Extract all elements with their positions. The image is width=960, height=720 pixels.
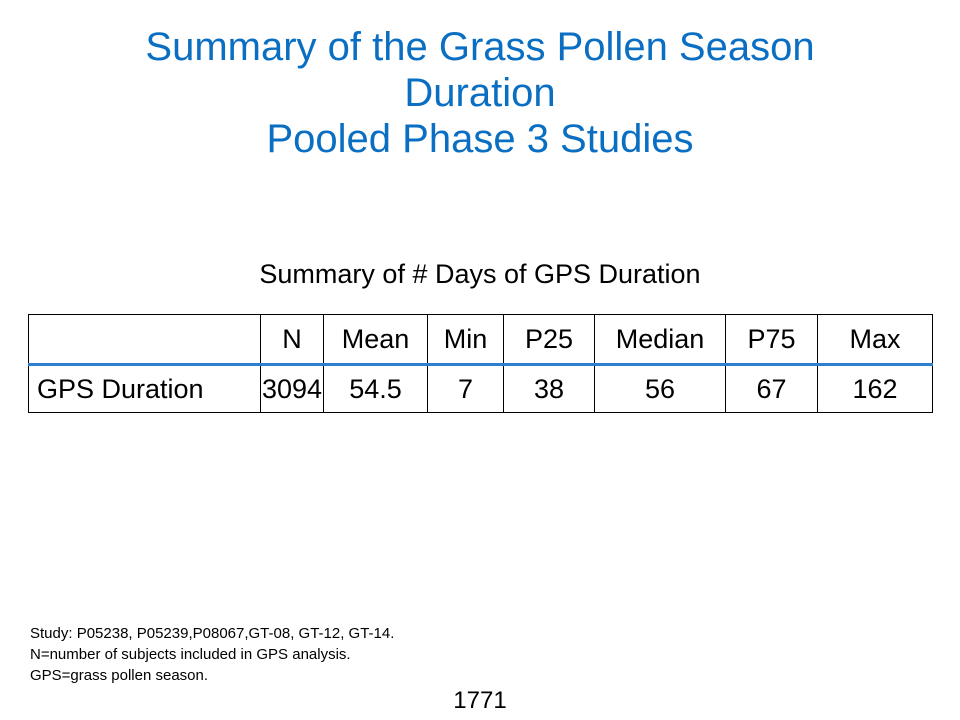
footnote-gps-definition: GPS=grass pollen season. (30, 667, 209, 684)
footnote-n-definition: N=number of subjects included in GPS ana… (30, 646, 351, 663)
footnote-study: Study: P05238, P05239,P08067,GT-08, GT-1… (30, 625, 395, 642)
cell-n: 3094 (260, 364, 324, 413)
header-cell-mean: Mean (323, 314, 428, 366)
cell-p75: 67 (725, 364, 818, 413)
row-label-gps-duration: GPS Duration (28, 364, 261, 413)
cell-p25: 38 (503, 364, 595, 413)
cell-min: 7 (427, 364, 504, 413)
slide-title-line-2: Duration (404, 71, 556, 115)
header-cell-n: N (260, 314, 324, 366)
header-cell-p25: P25 (503, 314, 595, 366)
slide-title-line-1: Summary of the Grass Pollen Season (145, 25, 815, 69)
slide-title: Summary of the Grass Pollen Season Durat… (0, 24, 960, 162)
slide-title-line-3: Pooled Phase 3 Studies (266, 117, 694, 161)
header-cell-p75: P75 (725, 314, 818, 366)
table-row: GPS Duration 3094 54.5 7 38 56 67 162 (28, 364, 933, 413)
cell-mean: 54.5 (323, 364, 428, 413)
table-header-row: N Mean Min P25 Median P75 Max (28, 314, 933, 366)
table-caption: Summary of # Days of GPS Duration (259, 259, 701, 289)
footnotes: Study: P05238, P05239,P08067,GT-08, GT-1… (30, 623, 394, 686)
cell-max: 162 (817, 364, 933, 413)
header-cell-empty (28, 314, 261, 366)
header-cell-min: Min (427, 314, 504, 366)
header-cell-median: Median (594, 314, 726, 366)
summary-table: N Mean Min P25 Median P75 Max GPS Durati… (28, 314, 933, 413)
header-cell-max: Max (817, 314, 933, 366)
page-number: 1771 (453, 687, 507, 714)
cell-median: 56 (594, 364, 726, 413)
